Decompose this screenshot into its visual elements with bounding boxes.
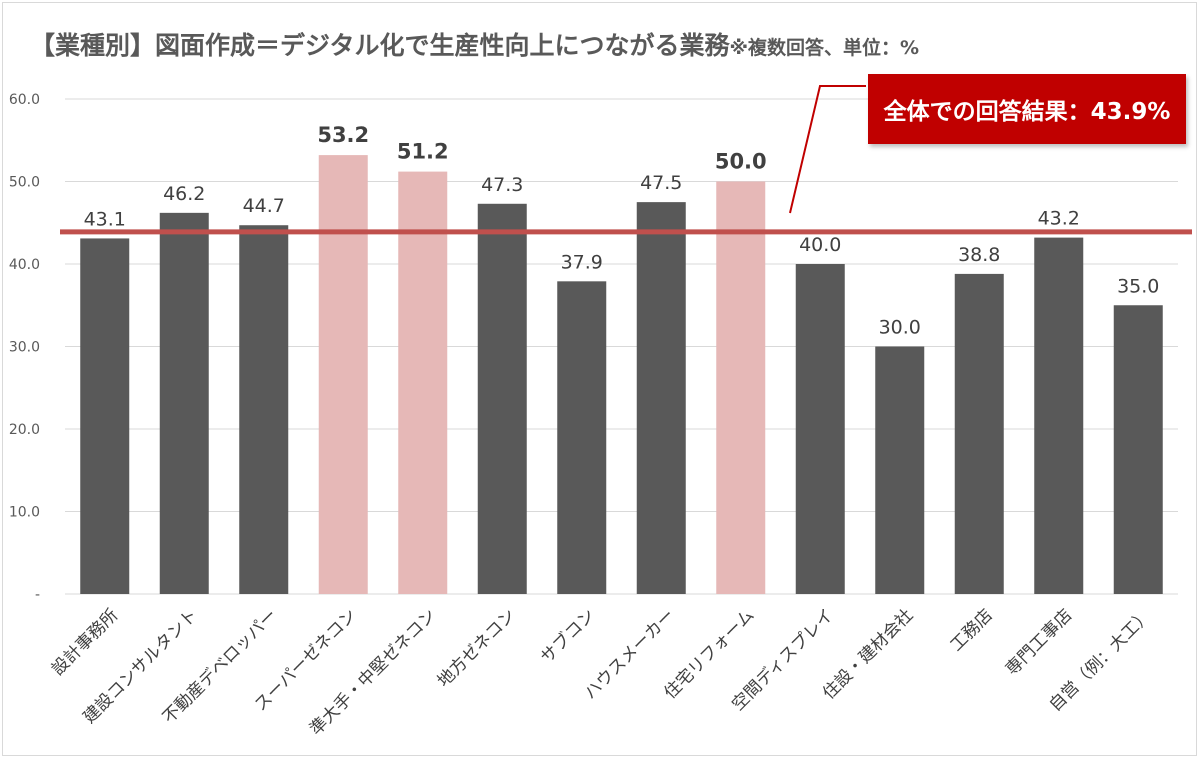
bar: [239, 225, 289, 594]
bar: [875, 346, 925, 594]
data-label: 50.0: [715, 150, 767, 174]
bar: [636, 202, 686, 594]
bar: [477, 203, 527, 594]
y-tick-label: 60.0: [9, 92, 40, 108]
bar: [398, 171, 448, 594]
y-tick-label: -: [35, 587, 40, 603]
bar: [80, 238, 130, 595]
data-label: 43.2: [1038, 208, 1080, 230]
category-label: 専門工事店: [1002, 605, 1076, 679]
y-tick-label: 50.0: [9, 175, 40, 191]
bar: [318, 155, 368, 594]
data-label: 47.3: [481, 174, 523, 196]
chart-title-note: ※複数回答、単位：%: [729, 37, 920, 59]
y-tick-label: 20.0: [9, 422, 40, 438]
y-tick-label: 40.0: [9, 257, 40, 273]
chart-title: 【業種別】図面作成＝デジタル化で生産性向上につながる業務※複数回答、単位：%: [30, 26, 919, 62]
category-label: 設計事務所: [48, 605, 122, 679]
chart-title-main: 【業種別】図面作成＝デジタル化で生産性向上につながる業務: [30, 31, 730, 60]
data-label: 47.5: [640, 172, 682, 194]
y-tick-label: 30.0: [9, 340, 40, 356]
bar: [716, 181, 766, 594]
data-label: 38.8: [958, 244, 1000, 266]
data-label: 44.7: [243, 195, 285, 217]
overall-result-callout: 全体での回答結果：43.9%: [868, 74, 1186, 144]
data-label: 43.1: [84, 208, 126, 230]
bar: [1034, 237, 1084, 594]
bar: [557, 281, 607, 594]
data-label: 51.2: [397, 140, 449, 164]
bar: [159, 212, 209, 594]
data-label: 46.2: [163, 183, 205, 205]
bar: [954, 273, 1004, 594]
callout-leader-line: [789, 85, 866, 214]
y-tick-label: 10.0: [9, 505, 40, 521]
data-label: 35.0: [1117, 275, 1159, 297]
bar: [1113, 305, 1163, 594]
category-label: 工務店: [947, 605, 997, 655]
data-label: 53.2: [317, 123, 369, 147]
category-label: 地方ゼネコン: [434, 605, 520, 691]
data-label: 37.9: [561, 251, 603, 273]
data-label: 40.0: [799, 234, 841, 256]
category-label: サブコン: [536, 605, 599, 668]
data-label: 30.0: [879, 317, 921, 339]
bar: [795, 264, 845, 594]
